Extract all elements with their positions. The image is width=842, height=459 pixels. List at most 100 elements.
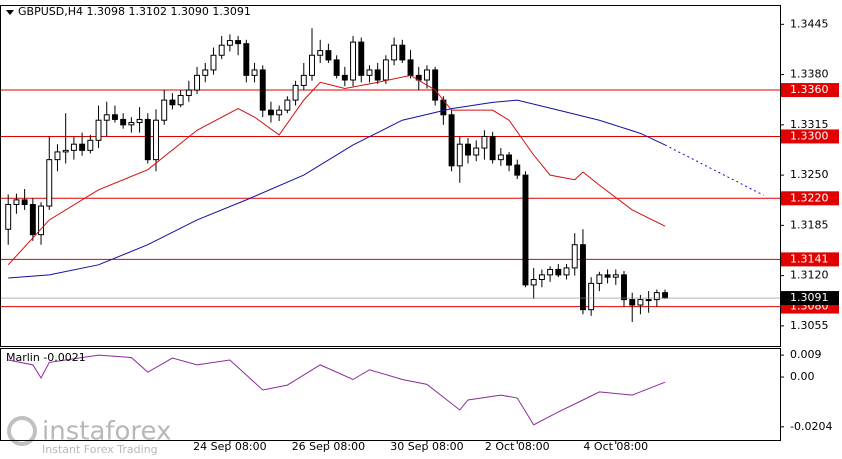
candle-body: [506, 154, 513, 166]
y-tick-label: 1.3055: [790, 319, 829, 332]
candle-body: [251, 69, 258, 76]
candle-body: [604, 274, 611, 278]
candle-body: [612, 274, 619, 278]
title-arrow: [6, 10, 14, 15]
candle-body: [136, 118, 143, 124]
candle-body: [341, 74, 348, 81]
moving-average: [664, 144, 764, 196]
candle-body: [596, 274, 603, 284]
y-tick-label: 1.3185: [790, 218, 829, 231]
candle-body: [456, 143, 463, 167]
candle-body: [243, 43, 250, 76]
candle-body: [144, 118, 151, 161]
candle-body: [448, 114, 455, 167]
candle-body: [522, 174, 529, 286]
candle-body: [423, 69, 430, 81]
candle-body: [276, 109, 283, 116]
y-tick-label: 1.3445: [790, 17, 829, 30]
candle-body: [161, 99, 168, 121]
candle-body: [29, 203, 36, 236]
x-tick-label: 4 Oct 08:00: [583, 440, 648, 453]
candle-body: [54, 151, 61, 161]
candle-body: [70, 143, 77, 151]
moving-average: [8, 99, 666, 279]
level-label: 1.3300: [790, 129, 829, 142]
watermark: instaforex Instant Forex Trading: [0, 414, 180, 459]
candle-body: [350, 41, 357, 81]
candle-body: [374, 69, 381, 81]
candle-body: [79, 143, 86, 151]
candle-body: [13, 199, 20, 205]
candle-body: [407, 59, 414, 76]
candle-body: [579, 244, 586, 311]
candle-body: [489, 135, 496, 161]
candle-body: [226, 40, 233, 46]
candle-body: [514, 164, 521, 176]
candle-body: [399, 44, 406, 61]
candle-body: [629, 299, 636, 306]
candle-body: [87, 139, 94, 151]
candle-body: [267, 109, 274, 116]
candle-body: [284, 99, 291, 111]
candle-body: [358, 41, 365, 76]
y-tick-label: 1.3250: [790, 168, 829, 181]
candle-body: [465, 143, 471, 156]
candle-body: [317, 50, 324, 56]
candle-body: [202, 69, 209, 76]
last-price-label: 1.3091: [790, 291, 829, 304]
x-tick-label: 24 Sep 08:00: [193, 440, 266, 453]
moving-average: [7, 74, 666, 266]
candle-body: [120, 118, 127, 126]
x-tick-label: 30 Sep 08:00: [390, 440, 463, 453]
indicator-line: [8, 354, 666, 426]
candle-body: [194, 74, 201, 91]
level-label-bg: [781, 191, 839, 206]
level-label-bg: [781, 83, 839, 98]
candle-body: [645, 299, 652, 302]
level-label-bg: [781, 252, 839, 267]
candle-body: [235, 40, 242, 45]
candle-body: [653, 292, 660, 301]
candle-body: [210, 54, 217, 71]
candle-body: [185, 89, 192, 96]
indicator-frame: [0, 348, 781, 441]
indicator-tick-label: 0.00: [790, 370, 815, 383]
x-tick-label: 26 Sep 08:00: [292, 440, 365, 453]
candle-body: [309, 54, 315, 76]
candle-body: [497, 154, 504, 161]
candle-body: [325, 50, 332, 61]
candle-body: [333, 59, 340, 76]
candle-body: [62, 149, 69, 153]
candle-body: [177, 94, 184, 106]
level-label: 1.3141: [790, 252, 829, 265]
candle-body: [621, 274, 627, 301]
indicator-title: Marlin -0.0021: [6, 351, 86, 364]
candle-body: [111, 114, 118, 120]
main-frame: [0, 5, 781, 347]
candle-body: [46, 159, 53, 207]
y-tick-label: 1.3315: [790, 118, 829, 131]
candle-body: [21, 199, 28, 205]
candle-body: [103, 114, 110, 121]
last-price-bg: [781, 291, 839, 306]
candle-body: [563, 267, 570, 276]
candle-body: [300, 74, 307, 86]
candle-body: [530, 279, 537, 286]
candle-body: [538, 274, 545, 281]
candle-body: [432, 69, 439, 101]
candle-body: [128, 122, 135, 126]
candle-body: [473, 147, 480, 156]
x-tick-label: 2 Oct 08:00: [485, 440, 550, 453]
candle-body: [259, 69, 266, 111]
candle-body: [38, 205, 45, 236]
watermark-tagline: Instant Forex Trading: [42, 443, 158, 456]
candle-body: [547, 268, 554, 276]
candle-body: [169, 99, 176, 106]
level-label: 1.3360: [790, 83, 829, 96]
candle-body: [391, 44, 398, 61]
candle-body: [366, 69, 373, 76]
chart-title: GBPUSD,H4 1.3098 1.3102 1.3090 1.3091: [18, 5, 251, 18]
indicator-tick-label: -0.0204: [790, 420, 832, 433]
candle-body: [218, 44, 225, 56]
candle-body: [95, 119, 102, 141]
